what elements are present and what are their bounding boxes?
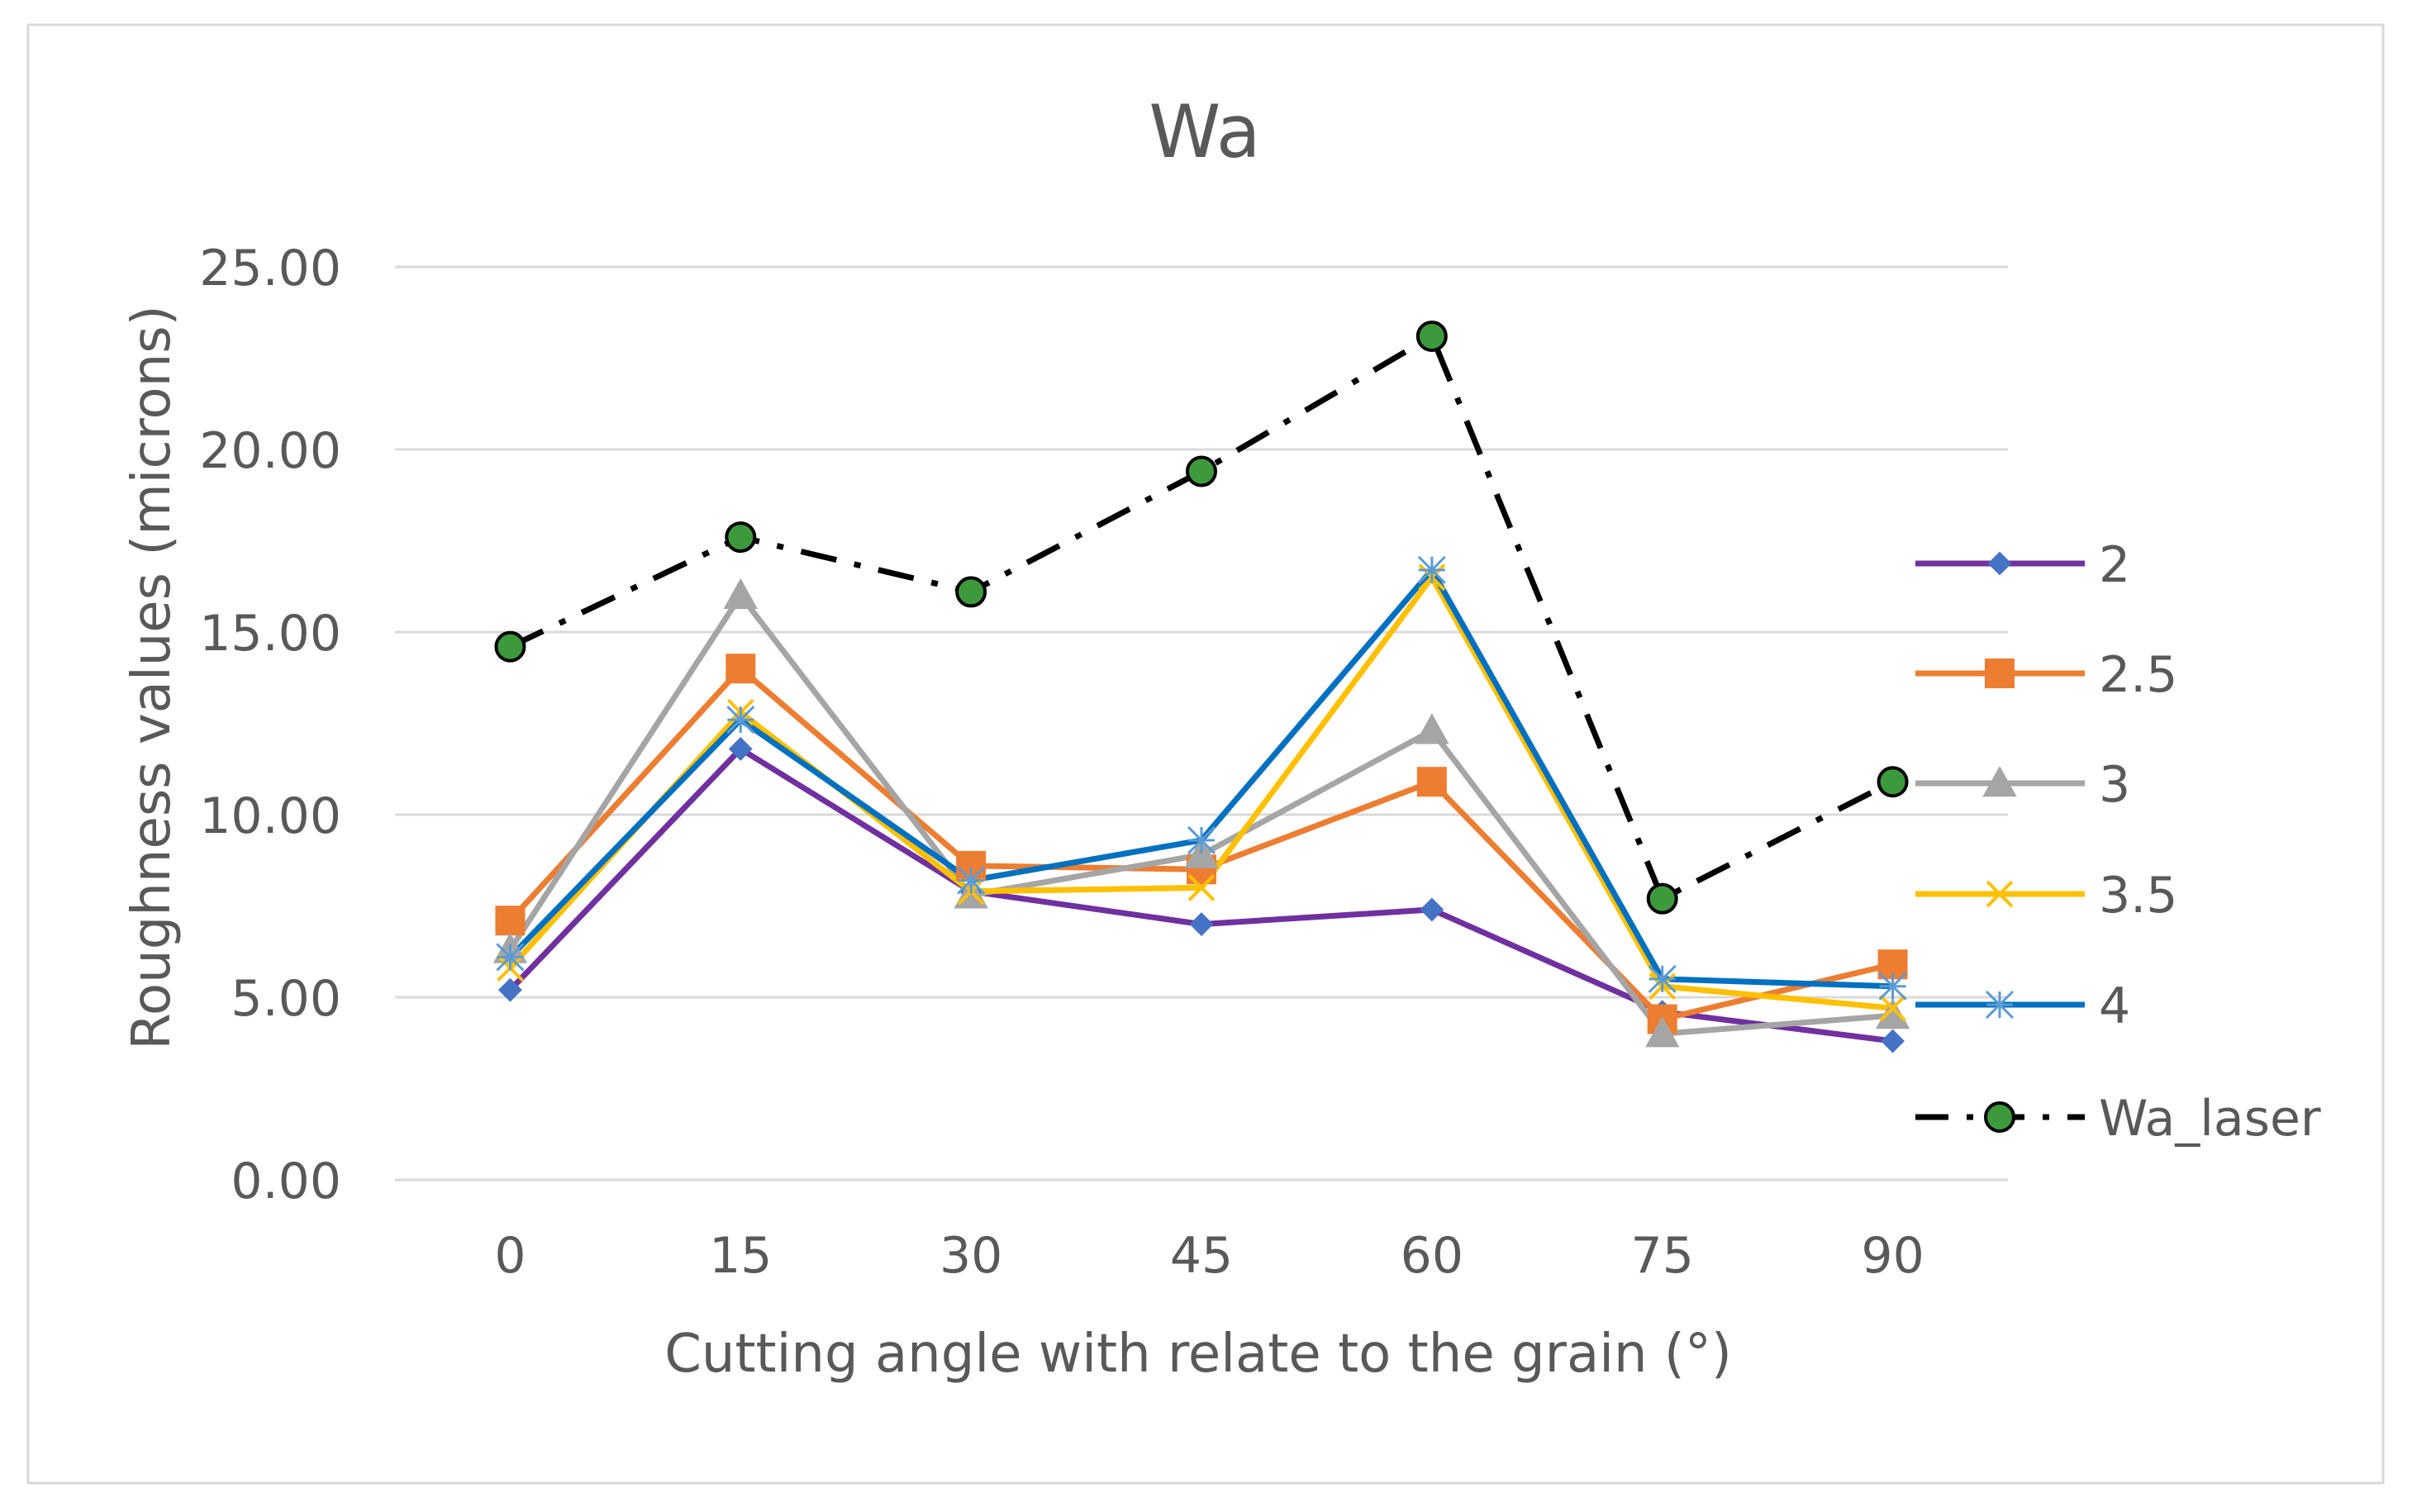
y-axis-label: Roughness values (microns) xyxy=(121,305,183,1049)
data-point xyxy=(1187,825,1216,855)
data-point xyxy=(955,576,987,608)
data-point xyxy=(1881,1029,1905,1053)
data-point xyxy=(1877,766,1909,798)
data-point xyxy=(957,866,986,895)
x-tick-label: 15 xyxy=(709,1227,772,1285)
data-point xyxy=(496,943,525,972)
y-tick-label: 5.00 xyxy=(231,970,341,1028)
data-point xyxy=(728,737,753,761)
legend-label: 3 xyxy=(2099,756,2130,814)
legend-entry: 2 xyxy=(1915,536,2130,594)
data-point xyxy=(1416,767,1447,797)
data-point xyxy=(723,578,758,609)
legend-swatch-marker xyxy=(1982,765,2017,797)
legend-swatch-marker xyxy=(1984,1101,2015,1133)
data-point xyxy=(1417,555,1446,584)
data-point xyxy=(725,521,757,554)
legend-entry: 4 xyxy=(1915,977,2130,1035)
x-axis-ticks: 0 15 30 45 60 75 90 xyxy=(494,1227,1924,1285)
data-point xyxy=(1420,897,1444,922)
y-tick-label: 20.00 xyxy=(199,422,341,480)
legend: 2 2.5 3 3.5 4 Wa_laser xyxy=(1915,536,2321,1148)
data-point xyxy=(1879,994,1906,1022)
data-point xyxy=(1415,713,1449,744)
data-point xyxy=(1187,873,1216,901)
data-point xyxy=(1415,320,1448,352)
legend-swatch-marker xyxy=(1985,990,2015,1020)
legend-label: 4 xyxy=(2099,977,2130,1035)
data-point xyxy=(1645,1016,1680,1048)
legend-label: 3.5 xyxy=(2099,867,2177,925)
x-tick-label: 30 xyxy=(940,1227,1002,1285)
y-tick-label: 0.00 xyxy=(231,1153,341,1210)
y-tick-label: 25.00 xyxy=(199,240,341,297)
chart-title: Wa xyxy=(1149,89,1260,174)
data-point xyxy=(495,906,526,936)
y-tick-label: 15.00 xyxy=(199,605,341,663)
data-point xyxy=(494,630,526,663)
data-point xyxy=(726,706,755,735)
x-tick-label: 90 xyxy=(1861,1227,1924,1285)
data-point xyxy=(1878,972,1907,1001)
data-point xyxy=(1186,455,1217,487)
legend-swatch-marker xyxy=(1987,551,2012,576)
x-tick-label: 75 xyxy=(1631,1227,1694,1285)
legend-entry: 3.5 xyxy=(1915,867,2177,925)
data-point xyxy=(1646,882,1678,915)
gridlines xyxy=(395,265,2008,1182)
x-tick-label: 45 xyxy=(1170,1227,1233,1285)
legend-swatch-marker xyxy=(1986,880,2014,908)
data-point xyxy=(726,654,756,684)
legend-label: 2.5 xyxy=(2099,646,2177,704)
legend-entry: 2.5 xyxy=(1915,646,2177,704)
series-markers xyxy=(492,320,1910,1053)
data-point xyxy=(1189,912,1214,937)
x-axis-label: Cutting angle with relate to the grain (… xyxy=(664,1324,1732,1385)
y-axis-ticks: 0.00 5.00 10.00 15.00 20.00 25.00 xyxy=(199,240,341,1210)
legend-label: 2 xyxy=(2099,536,2130,594)
legend-swatch-marker xyxy=(1985,659,2015,688)
x-tick-label: 0 xyxy=(494,1227,526,1285)
legend-entry: Wa_laser xyxy=(1915,1090,2321,1148)
y-tick-label: 10.00 xyxy=(199,787,341,845)
x-tick-label: 60 xyxy=(1401,1227,1463,1285)
legend-entry: 3 xyxy=(1915,756,2130,814)
data-point xyxy=(498,977,522,1002)
legend-label: Wa_laser xyxy=(2099,1090,2321,1148)
data-point xyxy=(1648,964,1677,993)
